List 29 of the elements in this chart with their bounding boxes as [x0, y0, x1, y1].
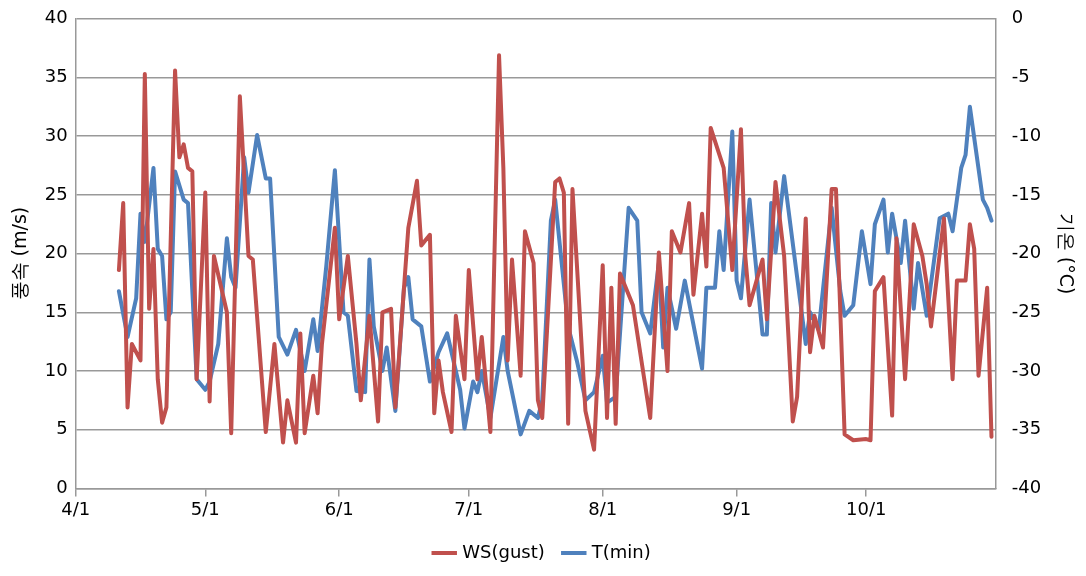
y-tick-label: 35	[44, 65, 68, 87]
y-tick-label: 30	[44, 123, 68, 145]
legend-label: T(min)	[590, 540, 651, 562]
x-tick-label: 4/1	[61, 497, 91, 519]
y2-tick-label: -30	[1011, 358, 1042, 380]
x-tick-label: 9/1	[722, 497, 752, 519]
legend-label: WS(gust)	[462, 540, 545, 562]
y-tick-label: 10	[44, 358, 68, 380]
y2-tick-label: -25	[1011, 299, 1042, 321]
x-tick-label: 7/1	[454, 497, 484, 519]
y2-tick-label: -10	[1011, 123, 1042, 145]
x-tick-label: 5/1	[190, 497, 220, 519]
y-axis-title: 풍속 (m/s)	[8, 206, 31, 301]
y-tick-label: 0	[56, 476, 68, 498]
y-tick-label: 25	[44, 182, 68, 204]
y2-tick-label: -20	[1011, 241, 1042, 263]
y2-tick-label: 0	[1011, 6, 1024, 28]
x-tick-label: 8/1	[588, 497, 618, 519]
x-tick-label: 10/1	[846, 497, 887, 519]
y-tick-label: 40	[44, 6, 68, 28]
y-tick-label: 5	[56, 417, 68, 439]
y2-tick-label: -15	[1011, 182, 1042, 204]
x-tick-label: 6/1	[324, 497, 354, 519]
y2-tick-label: -35	[1011, 417, 1042, 439]
y2-tick-label: -5	[1011, 65, 1030, 87]
y2-axis-title: 기온 (°C)	[1055, 212, 1078, 295]
y-tick-label: 15	[44, 299, 68, 321]
y-tick-label: 20	[44, 241, 68, 263]
y2-tick-label: -40	[1011, 476, 1042, 498]
